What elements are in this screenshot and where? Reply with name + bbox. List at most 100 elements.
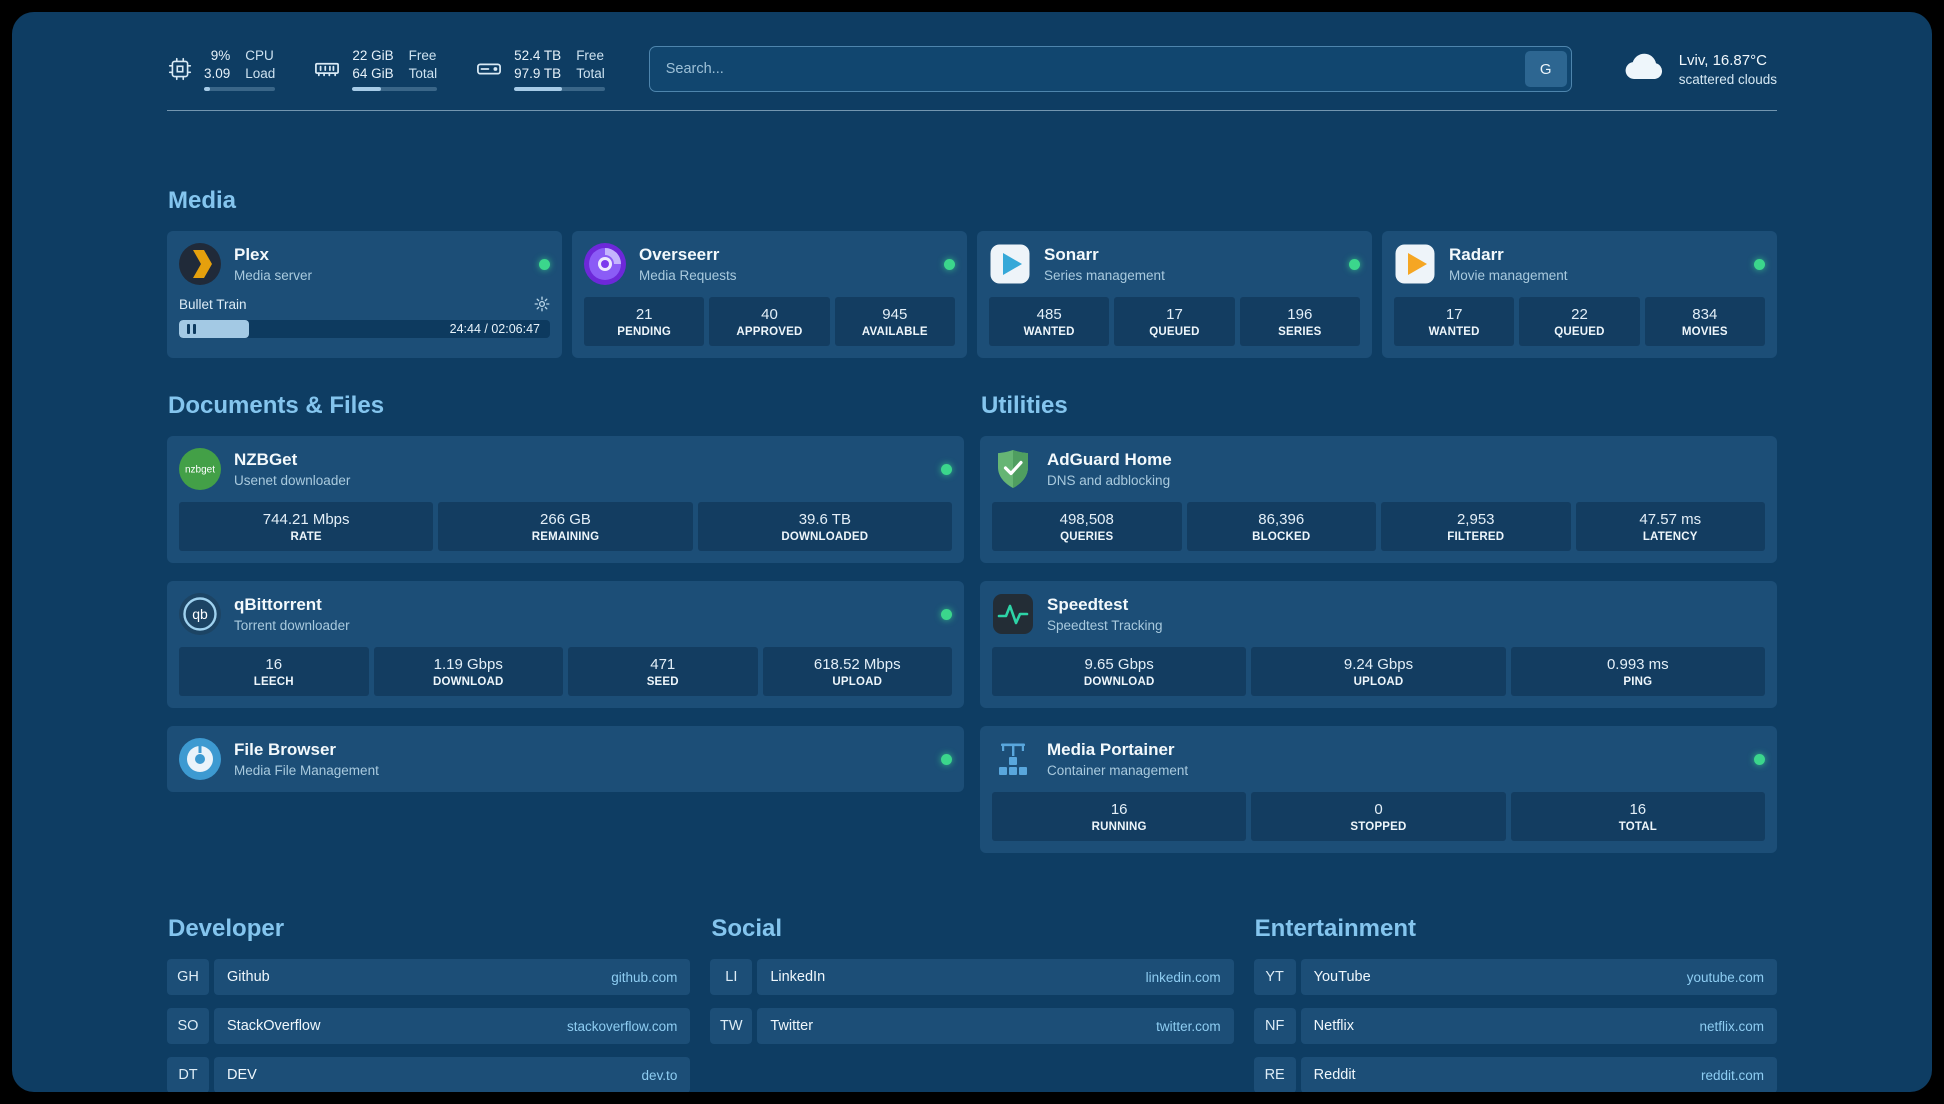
- bookmark-twitter[interactable]: TW Twitter twitter.com: [710, 1008, 1234, 1044]
- documents-section: Documents & Files nzbget NZBGet Usenet d…: [167, 392, 964, 792]
- overseerr-icon: [584, 243, 626, 285]
- stat-ping: 0.993 ms PING: [1510, 647, 1765, 696]
- service-card-plex[interactable]: Plex Media server Bullet Train 24:44 / 0…: [167, 231, 562, 358]
- media-section: Media Plex Media server Bullet Train: [167, 187, 1777, 358]
- bookmark-abbr: RE: [1253, 1057, 1296, 1092]
- gear-icon[interactable]: [534, 296, 550, 312]
- service-subtitle: Media server: [234, 268, 313, 283]
- service-card-filebrowser[interactable]: File Browser Media File Management: [167, 726, 964, 792]
- bookmark-abbr: GH: [167, 959, 209, 995]
- bookmark-abbr: TW: [710, 1008, 753, 1044]
- cloud-icon: [1622, 51, 1666, 87]
- resource-cpu: 9% 3.09 CPU Load: [167, 47, 276, 91]
- bookmark-url: stackoverflow.com: [567, 1018, 678, 1034]
- bookmark-url: twitter.com: [1156, 1018, 1221, 1034]
- bookmark-netflix[interactable]: NF Netflix netflix.com: [1253, 1008, 1777, 1044]
- stat-wanted: 485 WANTED: [989, 297, 1110, 346]
- disk-total-value: 97.9 TB: [514, 66, 562, 81]
- service-subtitle: Movie management: [1449, 268, 1568, 283]
- stat-download: 1.19 Gbps DOWNLOAD: [373, 647, 563, 696]
- search-input[interactable]: [649, 47, 1521, 91]
- top-bar: 9% 3.09 CPU Load: [167, 46, 1777, 92]
- status-dot: [944, 258, 955, 270]
- cpu-load-label: Load: [245, 66, 276, 81]
- resource-memory: 22 GiB 64 GiB Free Total: [313, 47, 438, 91]
- service-card-nzbget[interactable]: nzbget NZBGet Usenet downloader 744.21 M…: [167, 436, 964, 563]
- resource-widgets: 9% 3.09 CPU Load: [167, 47, 605, 91]
- service-card-sonarr[interactable]: Sonarr Series management 485 WANTED 17 QUE…: [977, 231, 1372, 358]
- disk-free-value: 52.4 TB: [514, 48, 562, 64]
- stat-pending: 21 PENDING: [584, 297, 705, 346]
- service-card-qbittorrent[interactable]: qb qBittorrent Torrent downloader 16 LEEC…: [167, 581, 964, 708]
- playback-progress-bar[interactable]: 24:44 / 02:06:47: [179, 320, 550, 338]
- disk-progress-bar: [514, 86, 605, 91]
- service-title: Overseerr: [639, 245, 720, 264]
- portainer-icon: [992, 738, 1034, 780]
- memory-free-value: 22 GiB: [352, 48, 394, 64]
- service-card-adguard[interactable]: AdGuard Home DNS and adblocking 498,508 Q…: [980, 436, 1777, 563]
- bookmark-name: DEV: [227, 1067, 257, 1083]
- bookmark-dev[interactable]: DT DEV dev.to: [167, 1057, 691, 1092]
- bookmark-stackoverflow[interactable]: SO StackOverflow stackoverflow.com: [167, 1008, 691, 1044]
- stat-approved: 40 APPROVED: [709, 297, 830, 346]
- dashboard-panel: 9% 3.09 CPU Load: [12, 12, 1932, 1092]
- stat-queued: 22 QUEUED: [1519, 297, 1640, 346]
- bookmark-url: netflix.com: [1699, 1018, 1764, 1034]
- filebrowser-icon: [179, 738, 221, 780]
- weather-location: Lviv, 16.87°C: [1678, 51, 1767, 69]
- service-card-portainer[interactable]: Media Portainer Container management 16 R…: [980, 726, 1777, 853]
- section-title-documents: Documents & Files: [168, 392, 385, 419]
- bookmark-name: Netflix: [1313, 1018, 1354, 1034]
- service-title: File Browser: [234, 740, 337, 759]
- search-provider-button[interactable]: G: [1524, 51, 1567, 87]
- stat-wanted: 17 WANTED: [1394, 297, 1515, 346]
- stat-filtered: 2,953 FILTERED: [1381, 502, 1571, 551]
- cpu-icon: [167, 56, 193, 82]
- disk-free-label: Free: [576, 48, 604, 64]
- radarr-icon: [1394, 243, 1436, 285]
- bookmark-github[interactable]: GH Github github.com: [167, 959, 691, 995]
- service-subtitle: Speedtest Tracking: [1047, 618, 1163, 633]
- cpu-usage-value: 9%: [210, 48, 231, 64]
- bookmark-name: Github: [227, 969, 270, 985]
- service-card-speedtest[interactable]: Speedtest Speedtest Tracking 9.65 Gbps DO…: [980, 581, 1777, 708]
- status-dot: [539, 258, 550, 270]
- group-title-developer: Developer: [168, 915, 285, 942]
- bookmark-url: linkedin.com: [1145, 969, 1221, 985]
- cpu-usage-label: CPU: [245, 48, 274, 64]
- bookmark-youtube[interactable]: YT YouTube youtube.com: [1253, 959, 1777, 995]
- stat-queries: 498,508 QUERIES: [992, 502, 1182, 551]
- speedtest-icon: [992, 593, 1034, 635]
- pause-icon[interactable]: [187, 324, 196, 334]
- weather-widget: Lviv, 16.87°C scattered clouds: [1622, 51, 1777, 87]
- qbittorrent-icon: qb: [179, 593, 221, 635]
- stat-series: 196 SERIES: [1239, 297, 1360, 346]
- bookmark-url: dev.to: [641, 1067, 678, 1083]
- bookmark-name: Reddit: [1313, 1067, 1356, 1083]
- stat-download: 9.65 Gbps DOWNLOAD: [992, 647, 1247, 696]
- service-card-overseerr[interactable]: Overseerr Media Requests 21 PENDING 40 APP…: [572, 231, 967, 358]
- bookmark-group-social: Social LI LinkedIn linkedin.com TW Twitt…: [710, 915, 1234, 1044]
- disk-icon: [475, 55, 503, 83]
- service-card-radarr[interactable]: Radarr Movie management 17 WANTED 22 QUEUE…: [1382, 231, 1777, 358]
- bookmark-group-entertainment: Entertainment YT YouTube youtube.com NF …: [1253, 915, 1777, 1092]
- cpu-load-value: 3.09: [204, 66, 231, 81]
- bookmark-abbr: SO: [167, 1008, 209, 1044]
- stat-upload: 618.52 Mbps UPLOAD: [762, 647, 952, 696]
- bookmark-linkedin[interactable]: LI LinkedIn linkedin.com: [710, 959, 1234, 995]
- status-dot: [1754, 258, 1765, 270]
- bookmark-url: github.com: [611, 969, 678, 985]
- stat-available: 945 AVAILABLE: [834, 297, 955, 346]
- memory-free-label: Free: [408, 48, 437, 64]
- topbar-divider: [167, 110, 1777, 111]
- now-playing-title: Bullet Train: [179, 296, 247, 312]
- bookmark-reddit[interactable]: RE Reddit reddit.com: [1253, 1057, 1777, 1092]
- memory-total-label: Total: [408, 66, 438, 81]
- stat-seed: 471 SEED: [568, 647, 758, 696]
- disk-total-label: Total: [576, 66, 605, 81]
- service-subtitle: Usenet downloader: [234, 473, 351, 488]
- service-title: Radarr: [1449, 245, 1504, 264]
- stat-latency: 47.57 ms LATENCY: [1575, 502, 1765, 551]
- stat-rate: 744.21 Mbps RATE: [179, 502, 434, 551]
- nzbget-icon: nzbget: [179, 448, 221, 490]
